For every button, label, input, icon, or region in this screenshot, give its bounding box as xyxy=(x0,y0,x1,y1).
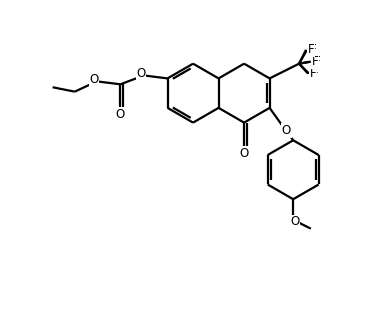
Text: O: O xyxy=(136,67,146,80)
Text: O: O xyxy=(116,108,125,121)
Text: O: O xyxy=(89,73,98,86)
Text: O: O xyxy=(290,215,300,228)
Text: F: F xyxy=(310,43,316,56)
Text: F: F xyxy=(312,55,318,68)
Text: F: F xyxy=(314,55,320,68)
Text: F: F xyxy=(308,43,314,56)
Text: F: F xyxy=(310,67,316,80)
Text: F: F xyxy=(312,67,318,80)
Text: O: O xyxy=(240,147,249,159)
Text: O: O xyxy=(282,124,291,137)
